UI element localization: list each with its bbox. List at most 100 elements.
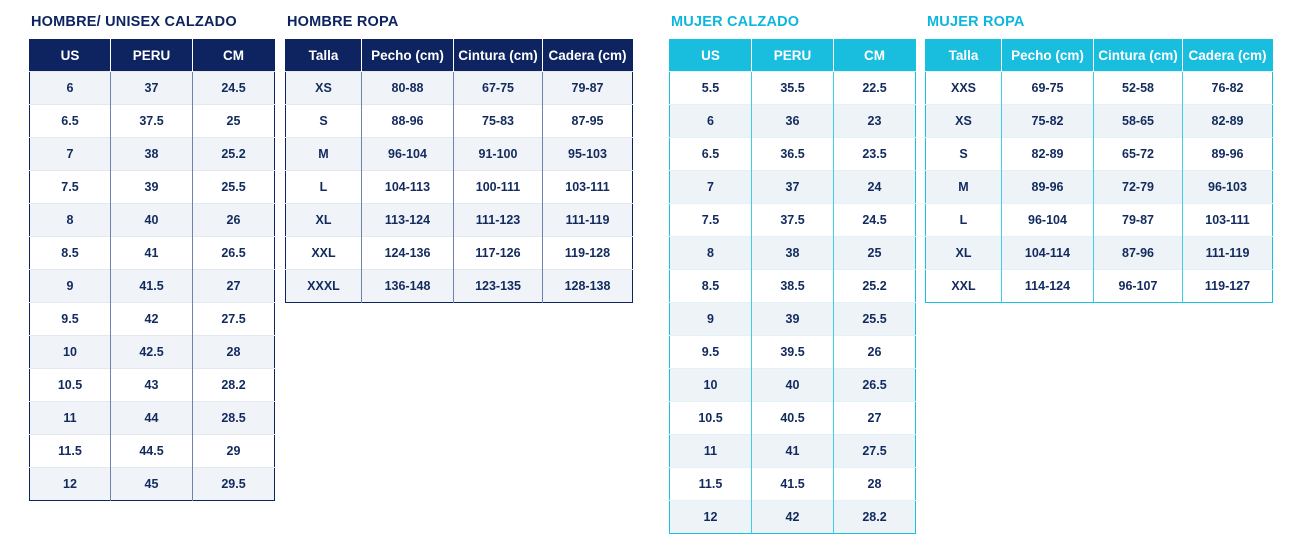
table-cell: 38 <box>751 236 834 270</box>
table-cell: 128-138 <box>542 269 633 303</box>
table-cell: 67-75 <box>453 71 543 105</box>
table-cell: 36 <box>751 104 834 138</box>
table-cell: 9 <box>29 269 111 303</box>
table-row: L 104-113 100-111 103-111 <box>285 170 633 204</box>
table-row: M 96-104 91-100 95-103 <box>285 137 633 171</box>
table-cell: S <box>925 137 1002 171</box>
table-cell: 43 <box>110 368 193 402</box>
column-header: Pecho (cm) <box>361 39 454 72</box>
table-cell: 27.5 <box>833 434 916 468</box>
table-cell: XXL <box>925 269 1002 303</box>
table-cell: 103-111 <box>542 170 633 204</box>
table-row: XS 75-82 58-65 82-89 <box>925 104 1273 138</box>
table-cell: M <box>285 137 362 171</box>
table-cell: 96-104 <box>361 137 454 171</box>
table-cell: S <box>285 104 362 138</box>
table-row: 6 36 23 <box>669 104 916 138</box>
table-cell: 5.5 <box>669 71 752 105</box>
table-header-row: US PERU CM <box>669 39 916 72</box>
table-cell: 91-100 <box>453 137 543 171</box>
table-cell: 44 <box>110 401 193 435</box>
table-row: 11.5 41.5 28 <box>669 467 916 501</box>
table-cell: 123-135 <box>453 269 543 303</box>
table-row: XXS 69-75 52-58 76-82 <box>925 71 1273 105</box>
panel-title-men-footwear: HOMBRE/ UNISEX CALZADO <box>31 14 237 30</box>
column-header: PERU <box>110 39 193 72</box>
table-cell: 76-82 <box>1182 71 1273 105</box>
table-cell: 6 <box>29 71 111 105</box>
table-body: 6 37 24.5 6.5 37.5 25 7 38 25.2 7.5 39 25.5 8 40 26 8.5… <box>29 71 275 501</box>
table-cell: 28.5 <box>192 401 275 435</box>
column-header: US <box>669 39 752 72</box>
table-cell: 82-89 <box>1001 137 1094 171</box>
table-head: US PERU CM <box>669 39 916 72</box>
table-cell: 28 <box>833 467 916 501</box>
panel-men-apparel: HOMBRE ROPA Talla Pecho (cm) Cintura (cm) C… <box>285 14 633 303</box>
table-cell: 42.5 <box>110 335 193 369</box>
table-cell: 58-65 <box>1093 104 1183 138</box>
table-row: 11.5 44.5 29 <box>29 434 275 468</box>
table-cell: 96-107 <box>1093 269 1183 303</box>
table-cell: 41 <box>110 236 193 270</box>
table-cell: 11 <box>29 401 111 435</box>
table-cell: 24.5 <box>192 71 275 105</box>
table-header-row: Talla Pecho (cm) Cintura (cm) Cadera (cm) <box>285 39 633 72</box>
table-cell: 104-114 <box>1001 236 1094 270</box>
table-head: Talla Pecho (cm) Cintura (cm) Cadera (cm) <box>285 39 633 72</box>
table-cell: 6.5 <box>669 137 752 171</box>
table-cell: 42 <box>751 500 834 534</box>
table-cell: L <box>925 203 1002 237</box>
table-body: XS 80-88 67-75 79-87 S 88-96 75-83 87-95 M 96-104… <box>285 71 633 303</box>
table-cell: 27.5 <box>192 302 275 336</box>
table-cell: 6.5 <box>29 104 111 138</box>
table-cell: 79-87 <box>1093 203 1183 237</box>
column-header: US <box>29 39 111 72</box>
table-row: 9.5 39.5 26 <box>669 335 916 369</box>
table-cell: 8 <box>669 236 752 270</box>
table-cell: 23 <box>833 104 916 138</box>
column-header: CM <box>833 39 916 72</box>
table-cell: XS <box>925 104 1002 138</box>
table-row: 10 42.5 28 <box>29 335 275 369</box>
table-header-row: Talla Pecho (cm) Cintura (cm) Cadera (cm) <box>925 39 1273 72</box>
table-cell: 111-119 <box>542 203 633 237</box>
table-cell: 22.5 <box>833 71 916 105</box>
table-cell: 111-123 <box>453 203 543 237</box>
panel-women-footwear: MUJER CALZADO US PERU CM 5.5 35.5 22.5 6 36 23 6… <box>669 14 916 534</box>
table-cell: 7.5 <box>669 203 752 237</box>
table-row: L 96-104 79-87 103-111 <box>925 203 1273 237</box>
panel-title-women-apparel: MUJER ROPA <box>927 14 1025 30</box>
table-row: 12 42 28.2 <box>669 500 916 534</box>
table-men-apparel: Talla Pecho (cm) Cintura (cm) Cadera (cm) X… <box>285 39 633 303</box>
table-cell: 136-148 <box>361 269 454 303</box>
table-cell: 87-95 <box>542 104 633 138</box>
table-cell: 88-96 <box>361 104 454 138</box>
table-cell: 124-136 <box>361 236 454 270</box>
table-cell: 79-87 <box>542 71 633 105</box>
table-cell: 25 <box>833 236 916 270</box>
table-cell: 75-83 <box>453 104 543 138</box>
table-row: XXL 114-124 96-107 119-127 <box>925 269 1273 303</box>
table-cell: 27 <box>833 401 916 435</box>
table-cell: XXS <box>925 71 1002 105</box>
column-header: Talla <box>925 39 1002 72</box>
table-cell: 11.5 <box>29 434 111 468</box>
table-men-footwear: US PERU CM 6 37 24.5 6.5 37.5 25 7 38 25.2 7.5 39 25.… <box>29 39 275 501</box>
table-cell: 104-113 <box>361 170 454 204</box>
table-cell: 45 <box>110 467 193 501</box>
table-row: 11 44 28.5 <box>29 401 275 435</box>
table-body: 5.5 35.5 22.5 6 36 23 6.5 36.5 23.5 7 37 24 7.5 37.5 2… <box>669 71 916 534</box>
table-cell: 8 <box>29 203 111 237</box>
table-head: Talla Pecho (cm) Cintura (cm) Cadera (cm) <box>925 39 1273 72</box>
table-cell: M <box>925 170 1002 204</box>
table-cell: 25.2 <box>833 269 916 303</box>
table-row: 10.5 43 28.2 <box>29 368 275 402</box>
table-cell: 96-103 <box>1182 170 1273 204</box>
table-row: 7.5 37.5 24.5 <box>669 203 916 237</box>
table-cell: 89-96 <box>1182 137 1273 171</box>
table-row: 9 39 25.5 <box>669 302 916 336</box>
table-row: 12 45 29.5 <box>29 467 275 501</box>
table-cell: 9.5 <box>669 335 752 369</box>
table-cell: 44.5 <box>110 434 193 468</box>
